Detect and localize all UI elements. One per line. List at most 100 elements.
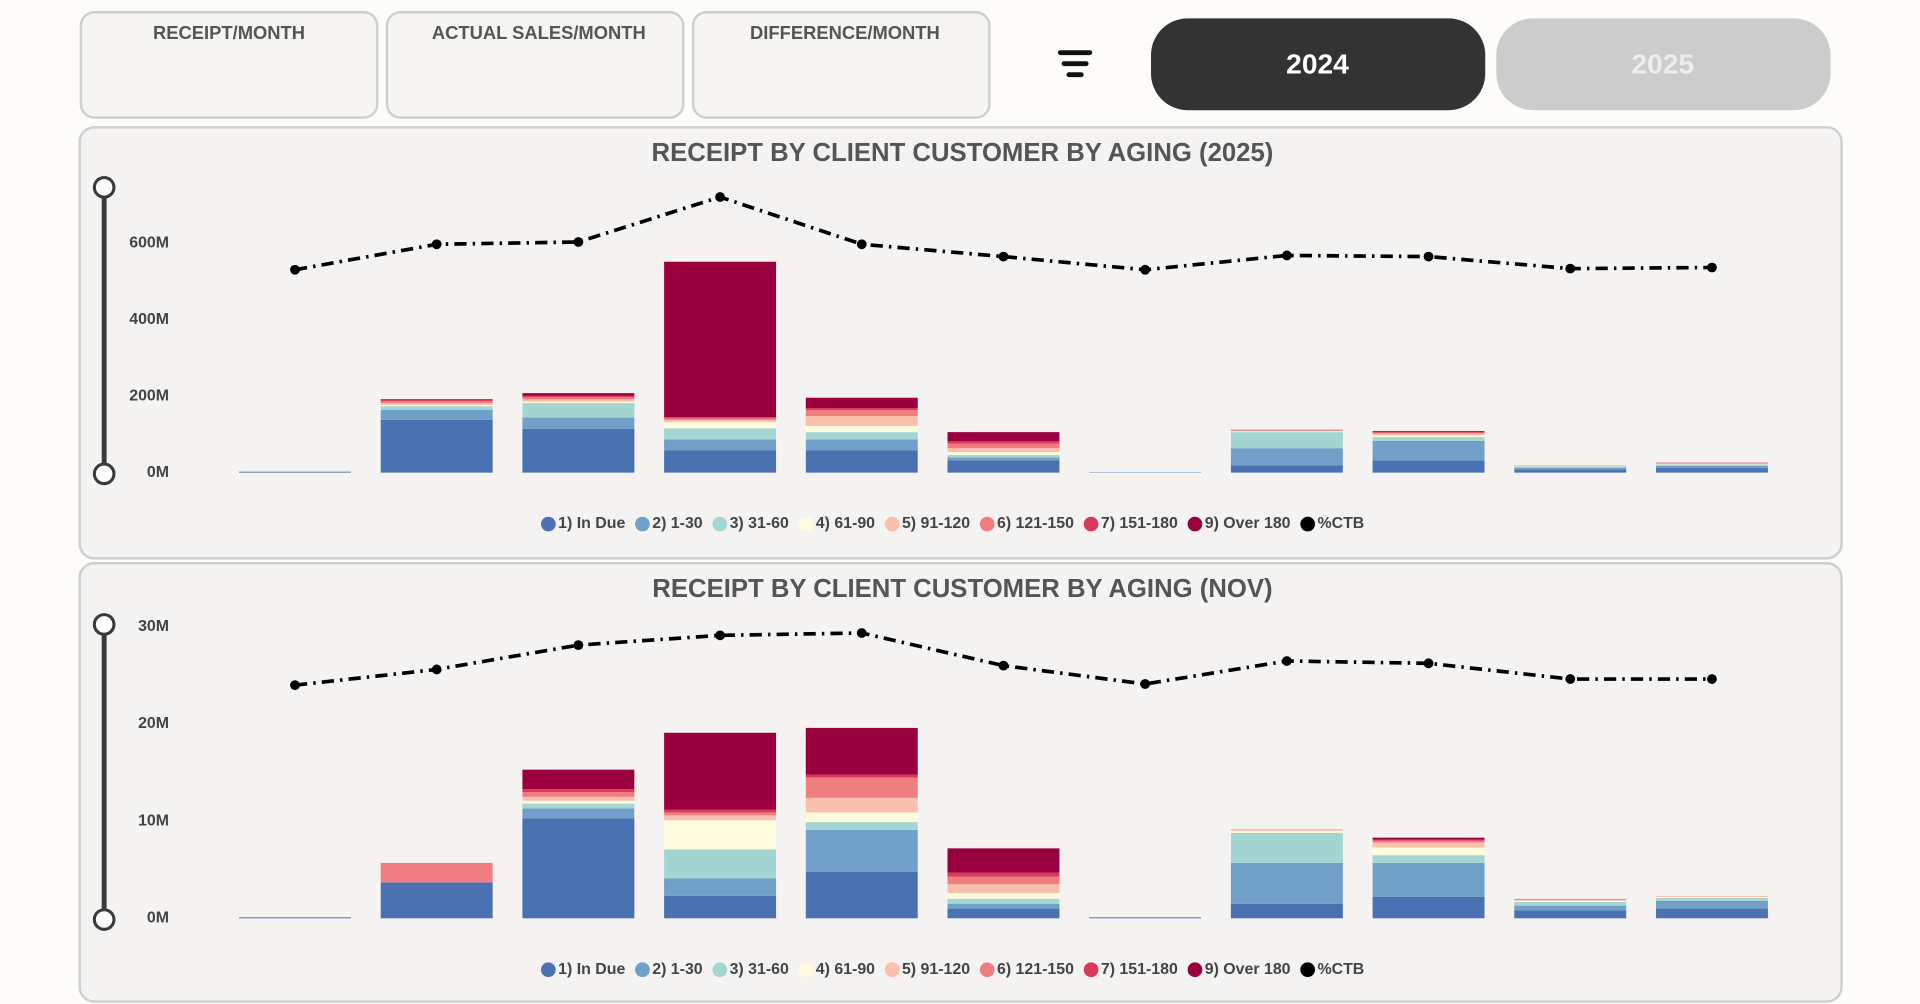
legend-marker — [979, 516, 995, 532]
legend-marker — [712, 962, 728, 978]
bar-segment — [1230, 430, 1343, 432]
bar-segment — [947, 455, 1060, 458]
bar-segment — [1089, 917, 1202, 919]
legend-marker — [1187, 516, 1203, 532]
line-point — [290, 264, 300, 275]
bar-segment — [522, 808, 635, 819]
kpi-card[interactable]: ACTUAL SALES/MONTH — [385, 11, 685, 119]
year-button[interactable]: 2025 — [1496, 18, 1831, 111]
bar-segment — [522, 403, 635, 418]
kpi-card[interactable]: DIFFERENCE/MONTH — [691, 11, 991, 119]
bar-segment — [1372, 839, 1485, 841]
line-point — [856, 239, 867, 250]
bar-segment — [1514, 466, 1627, 468]
card-frame — [691, 11, 991, 119]
card-frame — [79, 11, 379, 119]
slider-handle[interactable] — [92, 613, 116, 636]
bar-segment — [805, 727, 918, 775]
bar-segment — [380, 400, 493, 402]
bar-segment — [664, 849, 777, 879]
bar-segment — [1655, 464, 1768, 466]
bar-segment — [1655, 897, 1768, 901]
line-point — [1281, 250, 1292, 261]
bar-segment — [664, 450, 777, 473]
bar-segment — [947, 903, 1060, 909]
legend-label: 5) 91-120 — [902, 961, 970, 978]
range-slider[interactable] — [92, 176, 116, 486]
bar-segment — [664, 812, 777, 816]
y-tick-label: 400M — [129, 311, 169, 328]
bar-segment — [380, 862, 493, 883]
y-tick-label: 10M — [138, 812, 169, 829]
bar-segment — [1372, 440, 1485, 461]
slider-handle[interactable] — [92, 176, 116, 199]
legend: 1) In Due 2) 1-30 3) 31-60 4) 61-90 5) 91-12… — [541, 515, 1364, 532]
legend-label: 5) 91-120 — [902, 515, 970, 532]
bar-segment — [522, 393, 635, 396]
y-tick-label: 20M — [138, 715, 169, 732]
legend-label: 6) 121-150 — [997, 961, 1074, 978]
bar-segment — [1372, 855, 1485, 863]
bar-segment — [805, 777, 918, 798]
card-label: DIFFERENCE/MONTH — [750, 22, 940, 43]
bar-segment — [380, 882, 493, 919]
bar-segment — [805, 797, 918, 813]
bar-segment — [522, 417, 635, 429]
bar-segment — [1230, 862, 1343, 904]
bar-segment — [1655, 463, 1768, 465]
line-point — [715, 630, 725, 641]
slider-handle[interactable] — [92, 908, 116, 931]
bar-segment — [947, 876, 1060, 885]
bar-segment — [664, 422, 777, 429]
legend-marker — [884, 962, 900, 978]
kpi-card[interactable]: RECEIPT/MONTH — [79, 11, 379, 119]
bar-segment — [947, 451, 1060, 456]
line-point — [573, 640, 584, 650]
bar-segment — [1230, 465, 1343, 473]
bar-segment — [1372, 431, 1485, 433]
line-point — [856, 628, 867, 638]
legend-label: 2) 1-30 — [652, 961, 703, 978]
line-point — [998, 251, 1009, 262]
line-point — [1140, 264, 1151, 275]
line-point — [573, 237, 584, 247]
chart-title: RECEIPT BY CLIENT CUSTOMER BY AGING (202… — [652, 139, 1274, 167]
card-frame — [385, 11, 685, 119]
line-point — [431, 239, 442, 250]
filter-icon[interactable] — [1057, 50, 1093, 78]
bar-segment — [380, 404, 493, 407]
bar-segment — [805, 426, 918, 433]
bar-segment — [805, 450, 918, 473]
bar-segment — [1230, 828, 1343, 831]
bar-segment — [1514, 467, 1627, 470]
y-tick-label: 200M — [129, 387, 169, 404]
bar-segment — [1514, 905, 1627, 911]
bar-segment — [947, 872, 1060, 877]
bar-segment — [664, 439, 777, 451]
bar-segment — [522, 789, 635, 793]
bar-segment — [522, 401, 635, 404]
line-point — [1565, 674, 1576, 684]
bar-segment — [380, 403, 493, 405]
bar-segment — [1230, 431, 1343, 433]
legend: 1) In Due 2) 1-30 3) 31-60 4) 61-90 5) 91-12… — [541, 961, 1364, 978]
bar-segment — [947, 441, 1060, 444]
range-slider[interactable] — [92, 613, 116, 931]
legend-label: 4) 61-90 — [816, 515, 875, 532]
bar-segment — [1372, 847, 1485, 856]
legend-marker — [541, 516, 556, 532]
button-label: 2025 — [1631, 49, 1694, 80]
bar-segment — [664, 820, 777, 850]
bar-segment — [664, 878, 777, 896]
slider-handle[interactable] — [92, 462, 116, 486]
legend-label: 4) 61-90 — [816, 961, 875, 978]
legend-label: %CTB — [1317, 961, 1364, 978]
line-point — [1423, 251, 1434, 262]
bar-segment — [947, 848, 1060, 873]
bar-segment — [1514, 901, 1627, 906]
legend-label: 1) In Due — [558, 515, 625, 532]
line-point — [290, 680, 300, 691]
year-button[interactable]: 2024 — [1151, 18, 1486, 111]
bar-segment — [805, 871, 918, 919]
line-point — [998, 660, 1009, 671]
